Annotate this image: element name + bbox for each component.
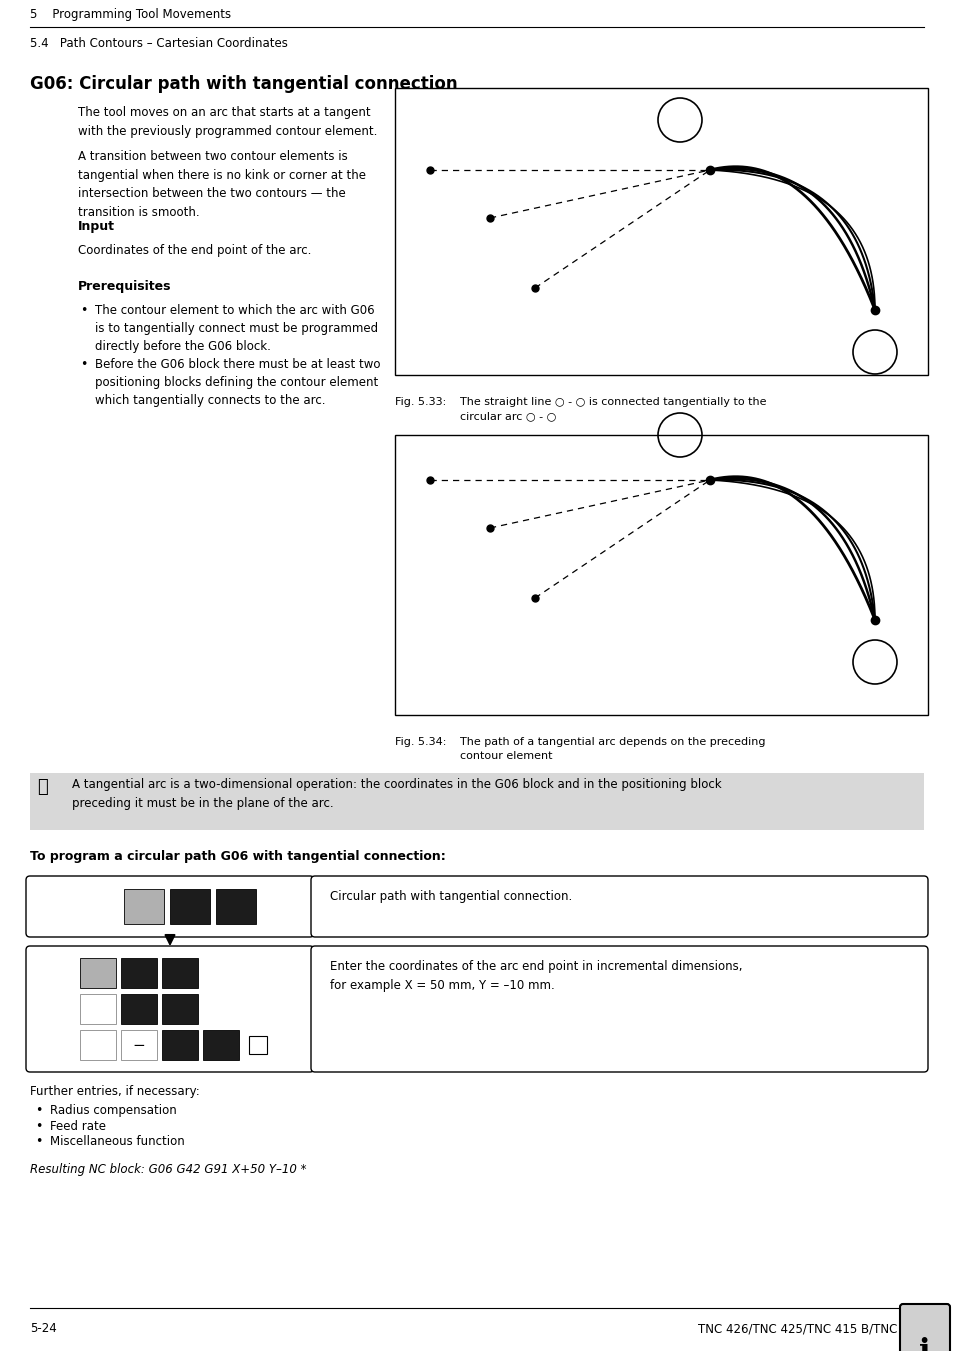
Bar [30,773,923,830]
Text: Miscellaneous function: Miscellaneous function [50,1135,185,1148]
Bar [162,1029,198,1061]
Bar [162,958,198,988]
Bar [395,435,927,715]
Bar [170,889,210,924]
Text: To program a circular path G06 with tangential connection:: To program a circular path G06 with tang… [30,850,445,863]
Text: Feed rate: Feed rate [50,1120,106,1133]
Bar [121,958,157,988]
Bar [124,889,164,924]
Text: Input: Input [78,220,115,232]
Bar [80,994,116,1024]
Text: TNC 426/TNC 425/TNC 415 B/TNC 407: TNC 426/TNC 425/TNC 415 B/TNC 407 [698,1323,923,1335]
Text: Further entries, if necessary:: Further entries, if necessary: [30,1085,199,1098]
FancyBboxPatch shape [26,875,314,938]
Bar [249,1036,267,1054]
Text: The tool moves on an arc that starts at a tangent
with the previously programmed: The tool moves on an arc that starts at … [78,105,377,138]
Text: A tangential arc is a two-dimensional operation: the coordinates in the G06 bloc: A tangential arc is a two-dimensional op… [71,778,720,809]
Text: •: • [80,304,88,317]
Text: −: − [132,1038,145,1052]
Bar [80,1029,116,1061]
Text: Radius compensation: Radius compensation [50,1104,176,1117]
Bar [215,889,255,924]
Text: The contour element to which the arc with G06
is to tangentially connect must be: The contour element to which the arc wit… [95,304,377,353]
Text: Fig. 5.34:: Fig. 5.34: [395,738,446,747]
Text: 5.4   Path Contours – Cartesian Coordinates: 5.4 Path Contours – Cartesian Coordinate… [30,36,288,50]
Bar [395,88,927,376]
Text: Enter the coordinates of the arc end point in incremental dimensions,
for exampl: Enter the coordinates of the arc end poi… [330,961,741,992]
FancyBboxPatch shape [899,1304,949,1351]
Text: Coordinates of the end point of the arc.: Coordinates of the end point of the arc. [78,245,311,257]
Text: •: • [35,1104,42,1117]
Text: •: • [80,358,88,372]
Bar [162,994,198,1024]
Text: 👋: 👋 [37,778,48,796]
Text: Fig. 5.33:: Fig. 5.33: [395,397,446,407]
Text: 5    Programming Tool Movements: 5 Programming Tool Movements [30,8,231,22]
Text: Circular path with tangential connection.: Circular path with tangential connection… [330,890,572,902]
Text: •: • [35,1120,42,1133]
FancyBboxPatch shape [311,875,927,938]
Text: i: i [919,1337,930,1351]
Text: Before the G06 block there must be at least two
positioning blocks defining the : Before the G06 block there must be at le… [95,358,380,407]
Text: The path of a tangential arc depends on the preceding
contour element: The path of a tangential arc depends on … [459,738,764,761]
Bar [121,994,157,1024]
Bar [121,1029,157,1061]
Bar [203,1029,239,1061]
FancyBboxPatch shape [311,946,927,1071]
Text: Resulting NC block: G06 G42 G91 X+50 Y–10 *: Resulting NC block: G06 G42 G91 X+50 Y–1… [30,1163,306,1175]
Text: Prerequisites: Prerequisites [78,280,172,293]
Text: G06: Circular path with tangential connection: G06: Circular path with tangential conne… [30,76,457,93]
Text: •: • [35,1135,42,1148]
Text: 5-24: 5-24 [30,1323,56,1335]
FancyBboxPatch shape [26,946,314,1071]
Bar [80,958,116,988]
Text: A transition between two contour elements is
tangential when there is no kink or: A transition between two contour element… [78,150,366,219]
Text: The straight line ○ - ○ is connected tangentially to the
circular arc ○ - ○: The straight line ○ - ○ is connected tan… [459,397,765,422]
